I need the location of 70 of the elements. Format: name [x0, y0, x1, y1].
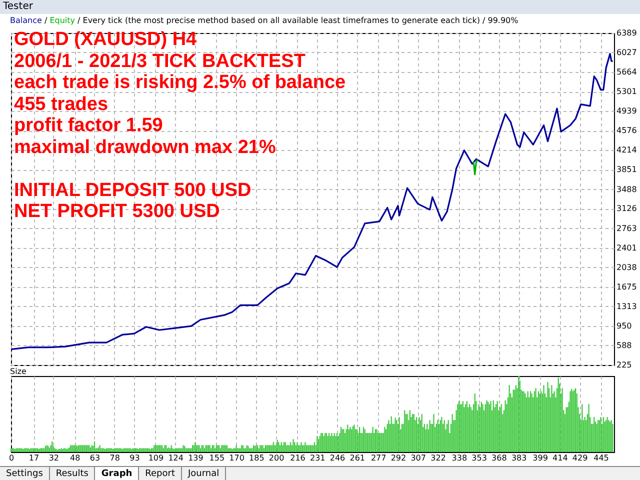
x-tick-label: 155: [209, 454, 225, 462]
x-tick-label: 246: [330, 454, 346, 462]
y-tick-label: 3488: [616, 184, 637, 194]
x-tick-label: 353: [472, 454, 487, 462]
annotation: 455 trades: [14, 94, 110, 116]
chart-subtitle: Every tick (the most precise method based on all available least timeframes to generate each tick) / 99.90%: [82, 16, 518, 25]
text: Equity: [50, 16, 75, 25]
y-tick-label: 2763: [616, 224, 637, 233]
y-axis-title: Size: [10, 367, 26, 376]
annotation: maximal drawdown max 21%: [14, 136, 277, 159]
text: Results: [50, 467, 96, 480]
y-tick-label: 950: [616, 321, 632, 330]
x-tick-label: 429: [572, 454, 588, 462]
x-tick-label: 32: [48, 454, 60, 462]
x-tick-label: 216: [290, 454, 306, 462]
y-tick-label: 4939: [616, 106, 637, 116]
x-tick-label: 414: [552, 454, 568, 462]
y-tick-label: 588: [616, 340, 632, 350]
x-tick-label: 48: [70, 454, 80, 462]
y-tick-label: 1675: [616, 282, 637, 292]
x-tick-label: 445: [594, 454, 609, 462]
x-tick-label: 17: [28, 454, 40, 462]
x-tick-label: 124: [168, 454, 184, 462]
annotation: profit factor 1.59: [14, 115, 164, 137]
annotation: 2006/1 - 2021/3 TICK BACKTEST: [14, 50, 306, 72]
x-tick-label: 78: [110, 454, 120, 462]
x-tick-label: 383: [511, 454, 527, 462]
y-tick-label: 2401: [616, 243, 637, 252]
text: /: [78, 16, 80, 25]
annotation: INITIAL DEPOSIT 500 USD: [14, 180, 252, 202]
x-tick-label: 109: [148, 454, 164, 462]
text: Settings: [0, 467, 50, 480]
x-tick-label: 170: [229, 454, 244, 462]
text: Graph: [95, 467, 140, 480]
x-tick-label: 231: [310, 454, 326, 462]
y-tick-label: 225: [616, 360, 632, 370]
x-tick-label: 185: [249, 454, 264, 462]
text: Report: [139, 467, 182, 480]
y-tick-label: 5664: [616, 68, 637, 77]
y-tick-label: 2038: [616, 262, 637, 272]
x-tick-label: 200: [268, 454, 284, 462]
x-tick-label: 277: [370, 454, 386, 462]
x-tick-label: 261: [350, 454, 366, 462]
x-tick-label: 322: [430, 454, 446, 462]
x-tick-label: 0: [8, 454, 14, 462]
x-tick-label: 63: [90, 454, 100, 462]
y-tick-label: 5301: [616, 87, 637, 96]
x-tick-label: 139: [188, 454, 204, 462]
x-tick-label: 368: [492, 454, 507, 462]
y-tick-label: 3851: [616, 165, 637, 174]
text: Tester: [0, 0, 640, 14]
line-series: [10, 52, 614, 350]
x-tick-label: 399: [532, 454, 548, 462]
legend-title: /: [43, 16, 48, 25]
text: Balance: [10, 16, 42, 25]
x-tick-label: 338: [452, 454, 468, 462]
y-tick-label: 4576: [616, 126, 637, 136]
x-tick-label: 307: [410, 454, 426, 462]
annotation: each trade is risking 2.5% of balance: [14, 72, 346, 94]
chart-title: GOLD (XAUUSD) H4: [14, 29, 198, 51]
y-tick-label: 6389: [616, 28, 637, 38]
text: Journal: [182, 467, 226, 480]
x-tick-label: 292: [390, 454, 406, 462]
annotation: NET PROFIT 5300 USD: [14, 201, 221, 223]
line-series: [472, 158, 478, 176]
y-tick-label: 6027: [616, 48, 637, 57]
y-tick-label: 4214: [616, 146, 637, 155]
x-tick-label: 93: [130, 454, 140, 462]
y-tick-label: 1313: [616, 302, 637, 311]
y-tick-label: 3126: [616, 204, 637, 214]
